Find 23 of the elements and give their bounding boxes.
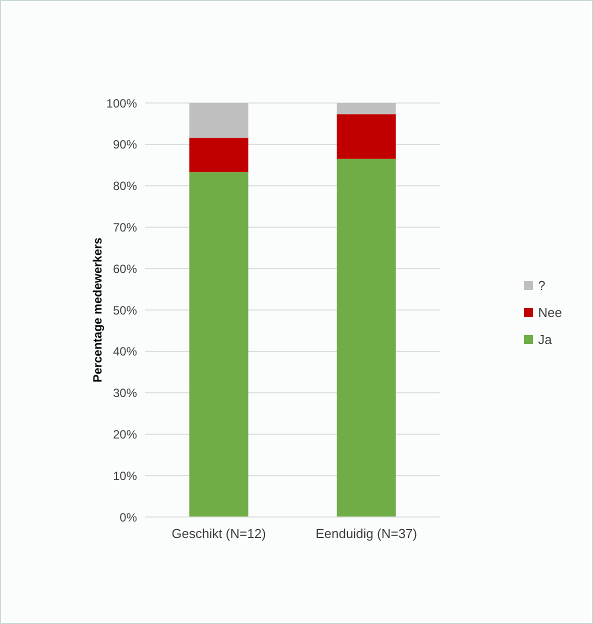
y-tick-label: 0% [120, 510, 138, 524]
y-tick-label: 10% [112, 468, 138, 483]
y-tick-label: 100% [106, 96, 138, 110]
y-tick-label: 90% [112, 138, 138, 152]
y-tick-label: 70% [112, 220, 138, 234]
y-tick-label: 30% [112, 386, 138, 400]
y-tick-label: 50% [112, 303, 138, 318]
bar [189, 172, 248, 517]
bar [336, 103, 396, 114]
legend-label: Ja [538, 332, 552, 346]
bar [336, 114, 396, 159]
y-tick-label: 40% [112, 344, 138, 359]
x-tick-label: Eenduidig (N=37) [316, 526, 418, 542]
y-tick-label: 20% [112, 427, 138, 442]
legend-label: ? [538, 278, 546, 292]
y-axis-title: Percentage medewerkers [90, 237, 104, 382]
legend-label: Nee [538, 304, 562, 320]
bar [189, 138, 248, 172]
x-tick-label: Geschikt (N=12) [172, 526, 266, 542]
bar [189, 103, 248, 138]
y-tick-label: 60% [112, 262, 138, 276]
bar [336, 158, 396, 517]
y-tick-label: 80% [112, 179, 138, 194]
